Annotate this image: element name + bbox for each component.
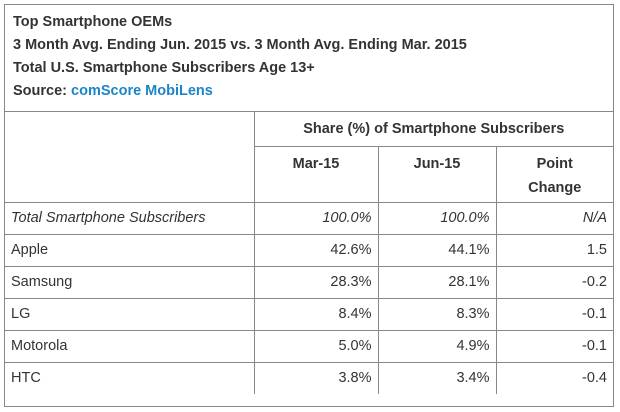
row-label: Apple bbox=[5, 233, 255, 267]
table-frame: Top Smartphone OEMs 3 Month Avg. Ending … bbox=[4, 4, 614, 407]
table-row: Total Smartphone Subscribers 100.0% 100.… bbox=[5, 201, 613, 235]
cell-change: N/A bbox=[495, 201, 613, 235]
cell-jun: 3.4% bbox=[377, 361, 497, 394]
oem-share-table: Share (%) of Smartphone Subscribers Mar-… bbox=[5, 112, 613, 394]
source-label: Source: bbox=[13, 83, 67, 99]
table-row: HTC 3.8% 3.4% -0.4 bbox=[5, 361, 613, 394]
column-header-change-line1: Point bbox=[536, 155, 573, 172]
table-row: Samsung 28.3% 28.1% -0.2 bbox=[5, 265, 613, 299]
row-label: Samsung bbox=[5, 265, 255, 299]
source-value: comScore MobiLens bbox=[71, 83, 213, 99]
row-label: LG bbox=[5, 297, 255, 331]
cell-jun: 8.3% bbox=[377, 297, 497, 331]
column-header-change: Point Change bbox=[495, 145, 613, 203]
cell-mar: 5.0% bbox=[253, 329, 379, 363]
table-row: LG 8.4% 8.3% -0.1 bbox=[5, 297, 613, 331]
table-title: Top Smartphone OEMs bbox=[13, 14, 173, 30]
cell-mar: 3.8% bbox=[253, 361, 379, 394]
table-row: Motorola 5.0% 4.9% -0.1 bbox=[5, 329, 613, 363]
cell-jun: 100.0% bbox=[377, 201, 497, 235]
cell-jun: 44.1% bbox=[377, 233, 497, 267]
empty-corner-cell bbox=[5, 112, 255, 203]
cell-mar: 28.3% bbox=[253, 265, 379, 299]
table-row: Apple 42.6% 44.1% 1.5 bbox=[5, 233, 613, 267]
cell-mar: 100.0% bbox=[253, 201, 379, 235]
column-header-jun: Jun-15 bbox=[377, 145, 497, 203]
cell-jun: 4.9% bbox=[377, 329, 497, 363]
cell-change: 1.5 bbox=[495, 233, 613, 267]
column-header-change-line2: Change bbox=[528, 179, 582, 196]
row-label: Motorola bbox=[5, 329, 255, 363]
row-label: Total Smartphone Subscribers bbox=[5, 201, 255, 235]
table-source: Source: comScore MobiLens bbox=[13, 80, 613, 103]
cell-change: -0.4 bbox=[495, 361, 613, 394]
table-population: Total U.S. Smartphone Subscribers Age 13… bbox=[13, 60, 315, 76]
cell-change: -0.2 bbox=[495, 265, 613, 299]
cell-mar: 42.6% bbox=[253, 233, 379, 267]
cell-change: -0.1 bbox=[495, 297, 613, 331]
column-header-mar: Mar-15 bbox=[254, 145, 379, 203]
row-label: HTC bbox=[5, 361, 255, 394]
cell-change: -0.1 bbox=[495, 329, 613, 363]
table-header: Top Smartphone OEMs 3 Month Avg. Ending … bbox=[5, 5, 613, 112]
group-header: Share (%) of Smartphone Subscribers bbox=[253, 112, 613, 147]
cell-mar: 8.4% bbox=[253, 297, 379, 331]
table-subtitle: 3 Month Avg. Ending Jun. 2015 vs. 3 Mont… bbox=[13, 37, 467, 53]
cell-jun: 28.1% bbox=[377, 265, 497, 299]
